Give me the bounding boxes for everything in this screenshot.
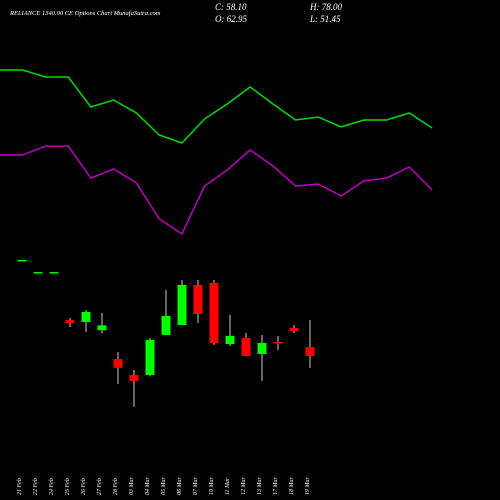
candle-body bbox=[65, 319, 75, 324]
candle-body bbox=[129, 374, 139, 381]
x-tick-label: 26 Feb bbox=[81, 478, 87, 495]
candle-body bbox=[257, 342, 267, 354]
x-tick-label: 18 Mar bbox=[289, 477, 295, 495]
x-tick-label: 22 Feb bbox=[33, 478, 39, 495]
candle-body bbox=[305, 347, 315, 356]
x-tick-label: 04 Mar bbox=[144, 477, 151, 495]
candle-body bbox=[289, 327, 299, 331]
indicator-line bbox=[0, 69, 433, 144]
candle-body bbox=[17, 259, 27, 262]
candle-body bbox=[209, 282, 219, 343]
x-tick-label: 21 Feb bbox=[17, 478, 23, 495]
candle-body bbox=[145, 340, 155, 375]
candle-body bbox=[241, 338, 251, 356]
candle-body bbox=[81, 312, 91, 322]
x-tick-label: 24 Feb bbox=[48, 478, 55, 495]
x-tick-label: 19 Mar bbox=[305, 477, 311, 495]
candle-body bbox=[273, 342, 283, 344]
indicator-line bbox=[0, 145, 433, 236]
x-tick-label: 27 Feb bbox=[97, 478, 103, 495]
x-tick-label: 03 Mar bbox=[129, 477, 135, 495]
x-tick-label: 25 Feb bbox=[65, 478, 71, 495]
x-tick-label: 28 Feb bbox=[113, 478, 119, 495]
candle-body bbox=[193, 284, 203, 314]
chart-title: RELIANCE 1340.00 CE Options Chart Munafa… bbox=[9, 10, 161, 17]
high-label: H: 78.00 bbox=[309, 2, 342, 12]
low-label: L: 51.45 bbox=[309, 14, 341, 24]
candle-body bbox=[225, 335, 235, 344]
candle-body bbox=[97, 325, 107, 331]
x-tick-label: 05 Mar bbox=[161, 477, 167, 495]
candle-body bbox=[177, 284, 187, 326]
candle-body bbox=[33, 272, 43, 274]
candle-body bbox=[49, 272, 59, 274]
candle-body bbox=[113, 359, 123, 368]
x-tick-label: 07 Mar bbox=[193, 477, 199, 495]
x-tick-label: 17 Mar bbox=[273, 477, 279, 495]
close-label: C: 58.10 bbox=[215, 2, 247, 12]
x-tick-label: 13 Mar bbox=[257, 477, 263, 495]
x-tick-label: 11 Mar bbox=[225, 477, 231, 495]
x-tick-label: 12 Mar bbox=[241, 477, 247, 495]
candle-body bbox=[161, 315, 171, 335]
x-tick-label: 10 Mar bbox=[209, 477, 215, 495]
open-label: O: 62.95 bbox=[215, 14, 247, 24]
x-tick-label: 06 Mar bbox=[177, 477, 183, 495]
